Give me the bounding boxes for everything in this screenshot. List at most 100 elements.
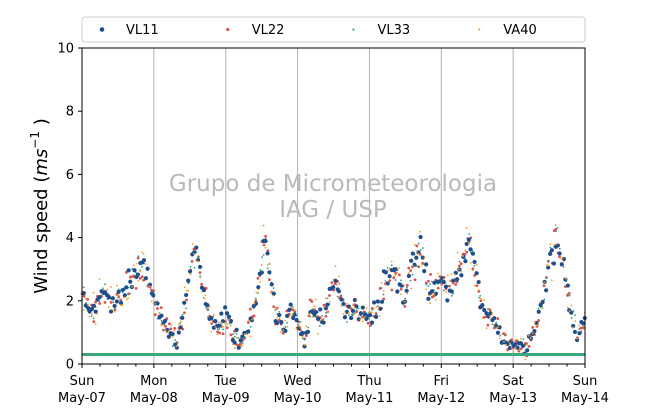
data-point xyxy=(336,289,342,294)
data-point xyxy=(418,234,423,240)
data-point xyxy=(118,294,120,297)
data-point xyxy=(173,329,176,332)
data-point xyxy=(336,284,339,286)
x-tick-date: May-10 xyxy=(274,391,322,406)
data-point xyxy=(578,324,581,327)
data-point xyxy=(114,299,120,304)
x-tick-day: Mon xyxy=(140,374,167,389)
data-point xyxy=(260,264,263,267)
data-point xyxy=(187,269,193,274)
data-point xyxy=(350,306,353,309)
data-point xyxy=(232,343,234,346)
data-point xyxy=(442,278,445,280)
data-point xyxy=(487,308,489,311)
data-point xyxy=(184,292,189,298)
data-point xyxy=(234,327,239,332)
data-point xyxy=(127,297,130,300)
data-point xyxy=(299,320,302,323)
data-point xyxy=(465,250,469,254)
data-point xyxy=(429,289,435,294)
data-point xyxy=(164,325,167,328)
data-point xyxy=(216,333,219,336)
data-point xyxy=(425,283,428,286)
data-point xyxy=(510,346,513,349)
data-point xyxy=(181,313,184,316)
data-point xyxy=(577,331,582,336)
data-point xyxy=(519,338,522,340)
data-point xyxy=(470,251,476,256)
data-point xyxy=(100,293,103,295)
data-point xyxy=(512,350,515,353)
data-point xyxy=(143,276,148,281)
data-point xyxy=(84,297,87,300)
data-point xyxy=(246,321,250,324)
data-point xyxy=(237,337,240,339)
data-point xyxy=(124,285,129,290)
data-point xyxy=(508,342,511,345)
data-point xyxy=(204,294,207,297)
data-point xyxy=(480,303,485,308)
data-point xyxy=(219,311,224,316)
data-point xyxy=(410,251,415,256)
data-point xyxy=(484,311,489,316)
data-point xyxy=(572,326,574,329)
data-point xyxy=(141,251,143,254)
data-point xyxy=(478,296,480,299)
data-point xyxy=(363,317,366,320)
data-point xyxy=(263,238,268,244)
data-point xyxy=(510,338,513,342)
data-point xyxy=(392,276,396,280)
data-point xyxy=(362,312,367,317)
data-point xyxy=(283,328,288,334)
data-point xyxy=(400,279,402,282)
vertical-gridlines xyxy=(153,48,514,364)
data-point xyxy=(197,260,199,263)
data-point xyxy=(294,309,296,312)
data-point xyxy=(386,267,389,269)
data-point xyxy=(316,332,319,335)
data-point xyxy=(82,294,86,298)
data-point xyxy=(496,317,500,320)
data-point xyxy=(526,343,529,346)
data-point xyxy=(185,298,188,302)
x-tick-day: Sun xyxy=(573,374,598,389)
data-point xyxy=(266,264,269,266)
data-point xyxy=(579,326,583,330)
data-point xyxy=(282,329,285,332)
data-point xyxy=(87,303,89,306)
data-point xyxy=(565,283,570,288)
data-point xyxy=(542,284,546,288)
data-point xyxy=(325,302,330,307)
data-point xyxy=(203,297,206,300)
data-point xyxy=(159,306,163,309)
data-point xyxy=(117,288,120,291)
data-point xyxy=(195,259,197,262)
data-point xyxy=(290,314,293,317)
data-point xyxy=(134,286,138,290)
data-point xyxy=(321,318,324,321)
legend: VL11 VL22 VL33 VA40 xyxy=(81,16,586,43)
data-point xyxy=(565,277,567,280)
data-point xyxy=(411,264,414,267)
data-point xyxy=(481,317,484,320)
data-point xyxy=(392,275,395,278)
data-point xyxy=(98,302,102,305)
data-point xyxy=(495,327,498,329)
data-point xyxy=(285,313,290,318)
data-point xyxy=(303,338,306,341)
data-point xyxy=(431,292,434,295)
data-point xyxy=(198,271,202,275)
data-point xyxy=(137,279,140,282)
data-point xyxy=(410,287,413,290)
data-point xyxy=(394,274,397,276)
data-point xyxy=(473,284,476,287)
data-point xyxy=(375,299,380,304)
data-point xyxy=(406,273,411,279)
data-point xyxy=(154,303,157,305)
data-point xyxy=(384,283,387,286)
y-axis: 0 2 4 6 8 10 xyxy=(57,42,82,373)
data-point xyxy=(133,274,135,277)
data-point xyxy=(421,263,424,266)
data-point xyxy=(228,319,231,321)
data-point xyxy=(303,344,306,346)
